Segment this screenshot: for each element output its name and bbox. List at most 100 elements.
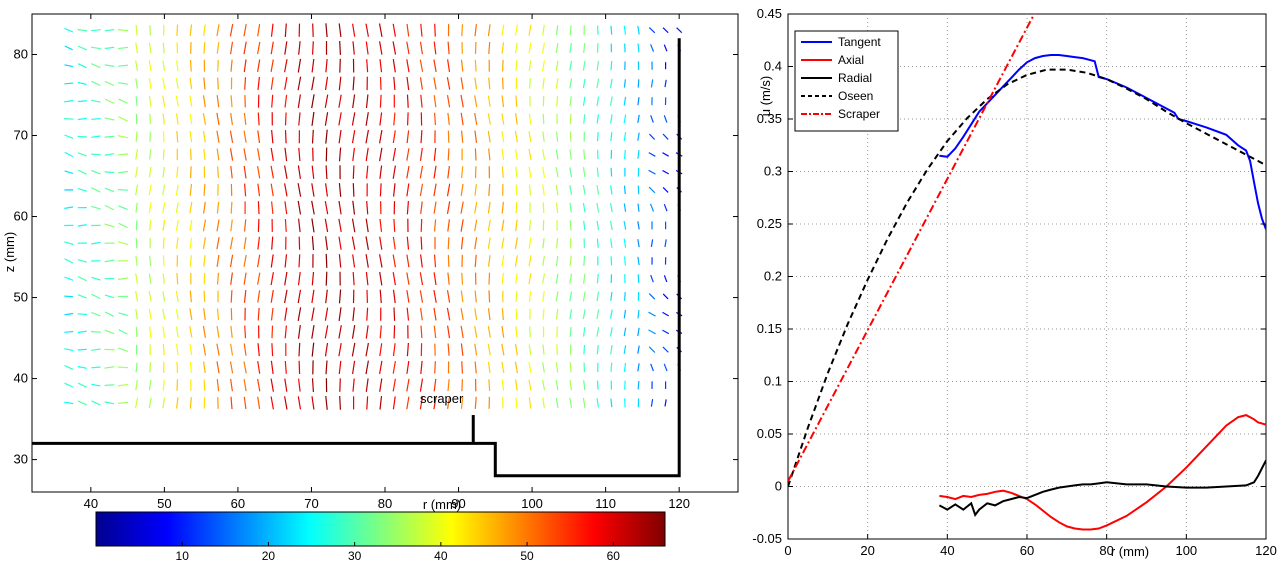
- y-tick-label: 0: [775, 479, 782, 494]
- velocity-vector: [258, 219, 259, 232]
- velocity-vector: [475, 148, 476, 160]
- velocity-vector: [104, 349, 114, 350]
- velocity-vector: [638, 79, 639, 87]
- velocity-vector: [218, 166, 219, 178]
- profile-x-axis-label: r (mm): [1111, 544, 1149, 559]
- velocity-vector: [584, 149, 585, 159]
- velocity-vector: [136, 327, 137, 337]
- legend-label-scraper: Scraper: [838, 107, 880, 121]
- velocity-vector: [557, 96, 558, 107]
- velocity-vector: [231, 290, 232, 302]
- velocity-vector: [353, 166, 354, 179]
- velocity-vector: [105, 172, 115, 173]
- velocity-vector: [118, 190, 128, 191]
- velocity-vector: [625, 292, 626, 301]
- colorbar: [96, 512, 665, 546]
- velocity-vector: [91, 367, 100, 368]
- velocity-vector: [177, 362, 178, 373]
- colorbar-tick-label: 60: [607, 549, 621, 563]
- velocity-vector: [597, 274, 598, 283]
- velocity-vector: [218, 60, 219, 72]
- velocity-vector: [353, 183, 354, 197]
- velocity-vector: [340, 396, 341, 410]
- x-tick-label: 40: [940, 543, 954, 558]
- velocity-vector: [163, 149, 164, 160]
- velocity-vector: [105, 385, 115, 386]
- y-tick-label: 30: [14, 452, 28, 467]
- velocity-vector: [340, 41, 341, 55]
- velocity-vector: [598, 43, 599, 53]
- y-tick-label: 0.4: [764, 59, 782, 74]
- velocity-vector: [625, 150, 626, 159]
- y-tick-label: 0.15: [757, 321, 782, 336]
- velocity-vector: [78, 314, 87, 315]
- colorbar-tick-label: 10: [176, 549, 190, 563]
- velocity-vector: [191, 149, 192, 161]
- velocity-vector: [272, 326, 273, 339]
- x-tick-label: 60: [231, 496, 245, 511]
- velocity-vector: [191, 166, 192, 178]
- y-tick-label: 0.25: [757, 216, 782, 231]
- velocity-vector: [611, 363, 612, 372]
- y-tick-label: 70: [14, 128, 28, 143]
- velocity-vector: [64, 332, 73, 333]
- velocity-vector: [299, 254, 300, 267]
- velocity-vector: [326, 254, 327, 268]
- velocity-vector: [218, 78, 219, 90]
- x-tick-label: 70: [304, 496, 318, 511]
- velocity-vector: [340, 378, 341, 391]
- velocity-vector: [313, 41, 314, 54]
- velocity-vector: [272, 343, 273, 356]
- vector-field-y-axis-label: z (mm): [2, 232, 17, 272]
- velocity-vector: [105, 136, 115, 137]
- velocity-vector: [625, 186, 626, 194]
- x-tick-label: 110: [595, 496, 616, 511]
- velocity-vector: [435, 361, 436, 373]
- x-tick-label: 0: [784, 543, 791, 558]
- y-tick-label: 0.2: [764, 269, 782, 284]
- y-tick-label: 80: [14, 47, 28, 62]
- legend-label-axial: Axial: [838, 53, 864, 67]
- x-tick-label: 40: [84, 496, 98, 511]
- velocity-vector: [367, 396, 368, 409]
- velocity-profile-chart: 0 20 40 60 80 100 120 -0.0500.050.10.150.20.25…: [752, 0, 1276, 559]
- legend-label-radial: Radial: [838, 71, 872, 85]
- velocity-vector: [285, 219, 286, 232]
- velocity-vector: [64, 83, 73, 84]
- velocity-vector: [64, 296, 73, 297]
- y-tick-label: -0.05: [752, 531, 782, 546]
- velocity-vector: [435, 113, 436, 125]
- velocity-vector: [570, 132, 571, 142]
- velocity-vector: [421, 237, 422, 250]
- x-tick-label: 120: [668, 496, 690, 511]
- velocity-vector: [462, 24, 463, 36]
- velocity-vector: [177, 25, 178, 36]
- velocity-vector: [286, 130, 287, 143]
- velocity-vector: [570, 220, 571, 230]
- velocity-vector: [543, 309, 544, 320]
- velocity-vector: [394, 325, 395, 338]
- velocity-vector: [163, 43, 164, 54]
- y-tick-label: 60: [14, 209, 28, 224]
- vector-field-plot: scraper 40 50 60 70 80 90 100 110 120 3040506070…: [2, 14, 738, 563]
- velocity-vector: [584, 256, 585, 266]
- velocity-vector: [638, 274, 639, 283]
- velocity-vector: [516, 202, 517, 213]
- velocity-vector: [570, 25, 571, 35]
- velocity-vector: [150, 114, 151, 124]
- velocity-vector: [64, 119, 73, 120]
- velocity-vector: [448, 237, 449, 249]
- velocity-vector: [489, 379, 490, 391]
- velocity-vector: [408, 95, 409, 108]
- velocity-vector: [380, 183, 381, 196]
- velocity-vector: [258, 201, 259, 214]
- y-tick-label: 0.1: [764, 374, 782, 389]
- velocity-vector: [286, 113, 287, 126]
- velocity-vector: [136, 132, 137, 142]
- y-tick-label: 50: [14, 290, 28, 305]
- velocity-vector: [204, 380, 205, 391]
- profile-y-axis-label: u (m/s): [758, 76, 773, 116]
- x-tick-label: 20: [860, 543, 874, 558]
- velocity-vector: [584, 345, 585, 354]
- velocity-vector: [91, 332, 101, 333]
